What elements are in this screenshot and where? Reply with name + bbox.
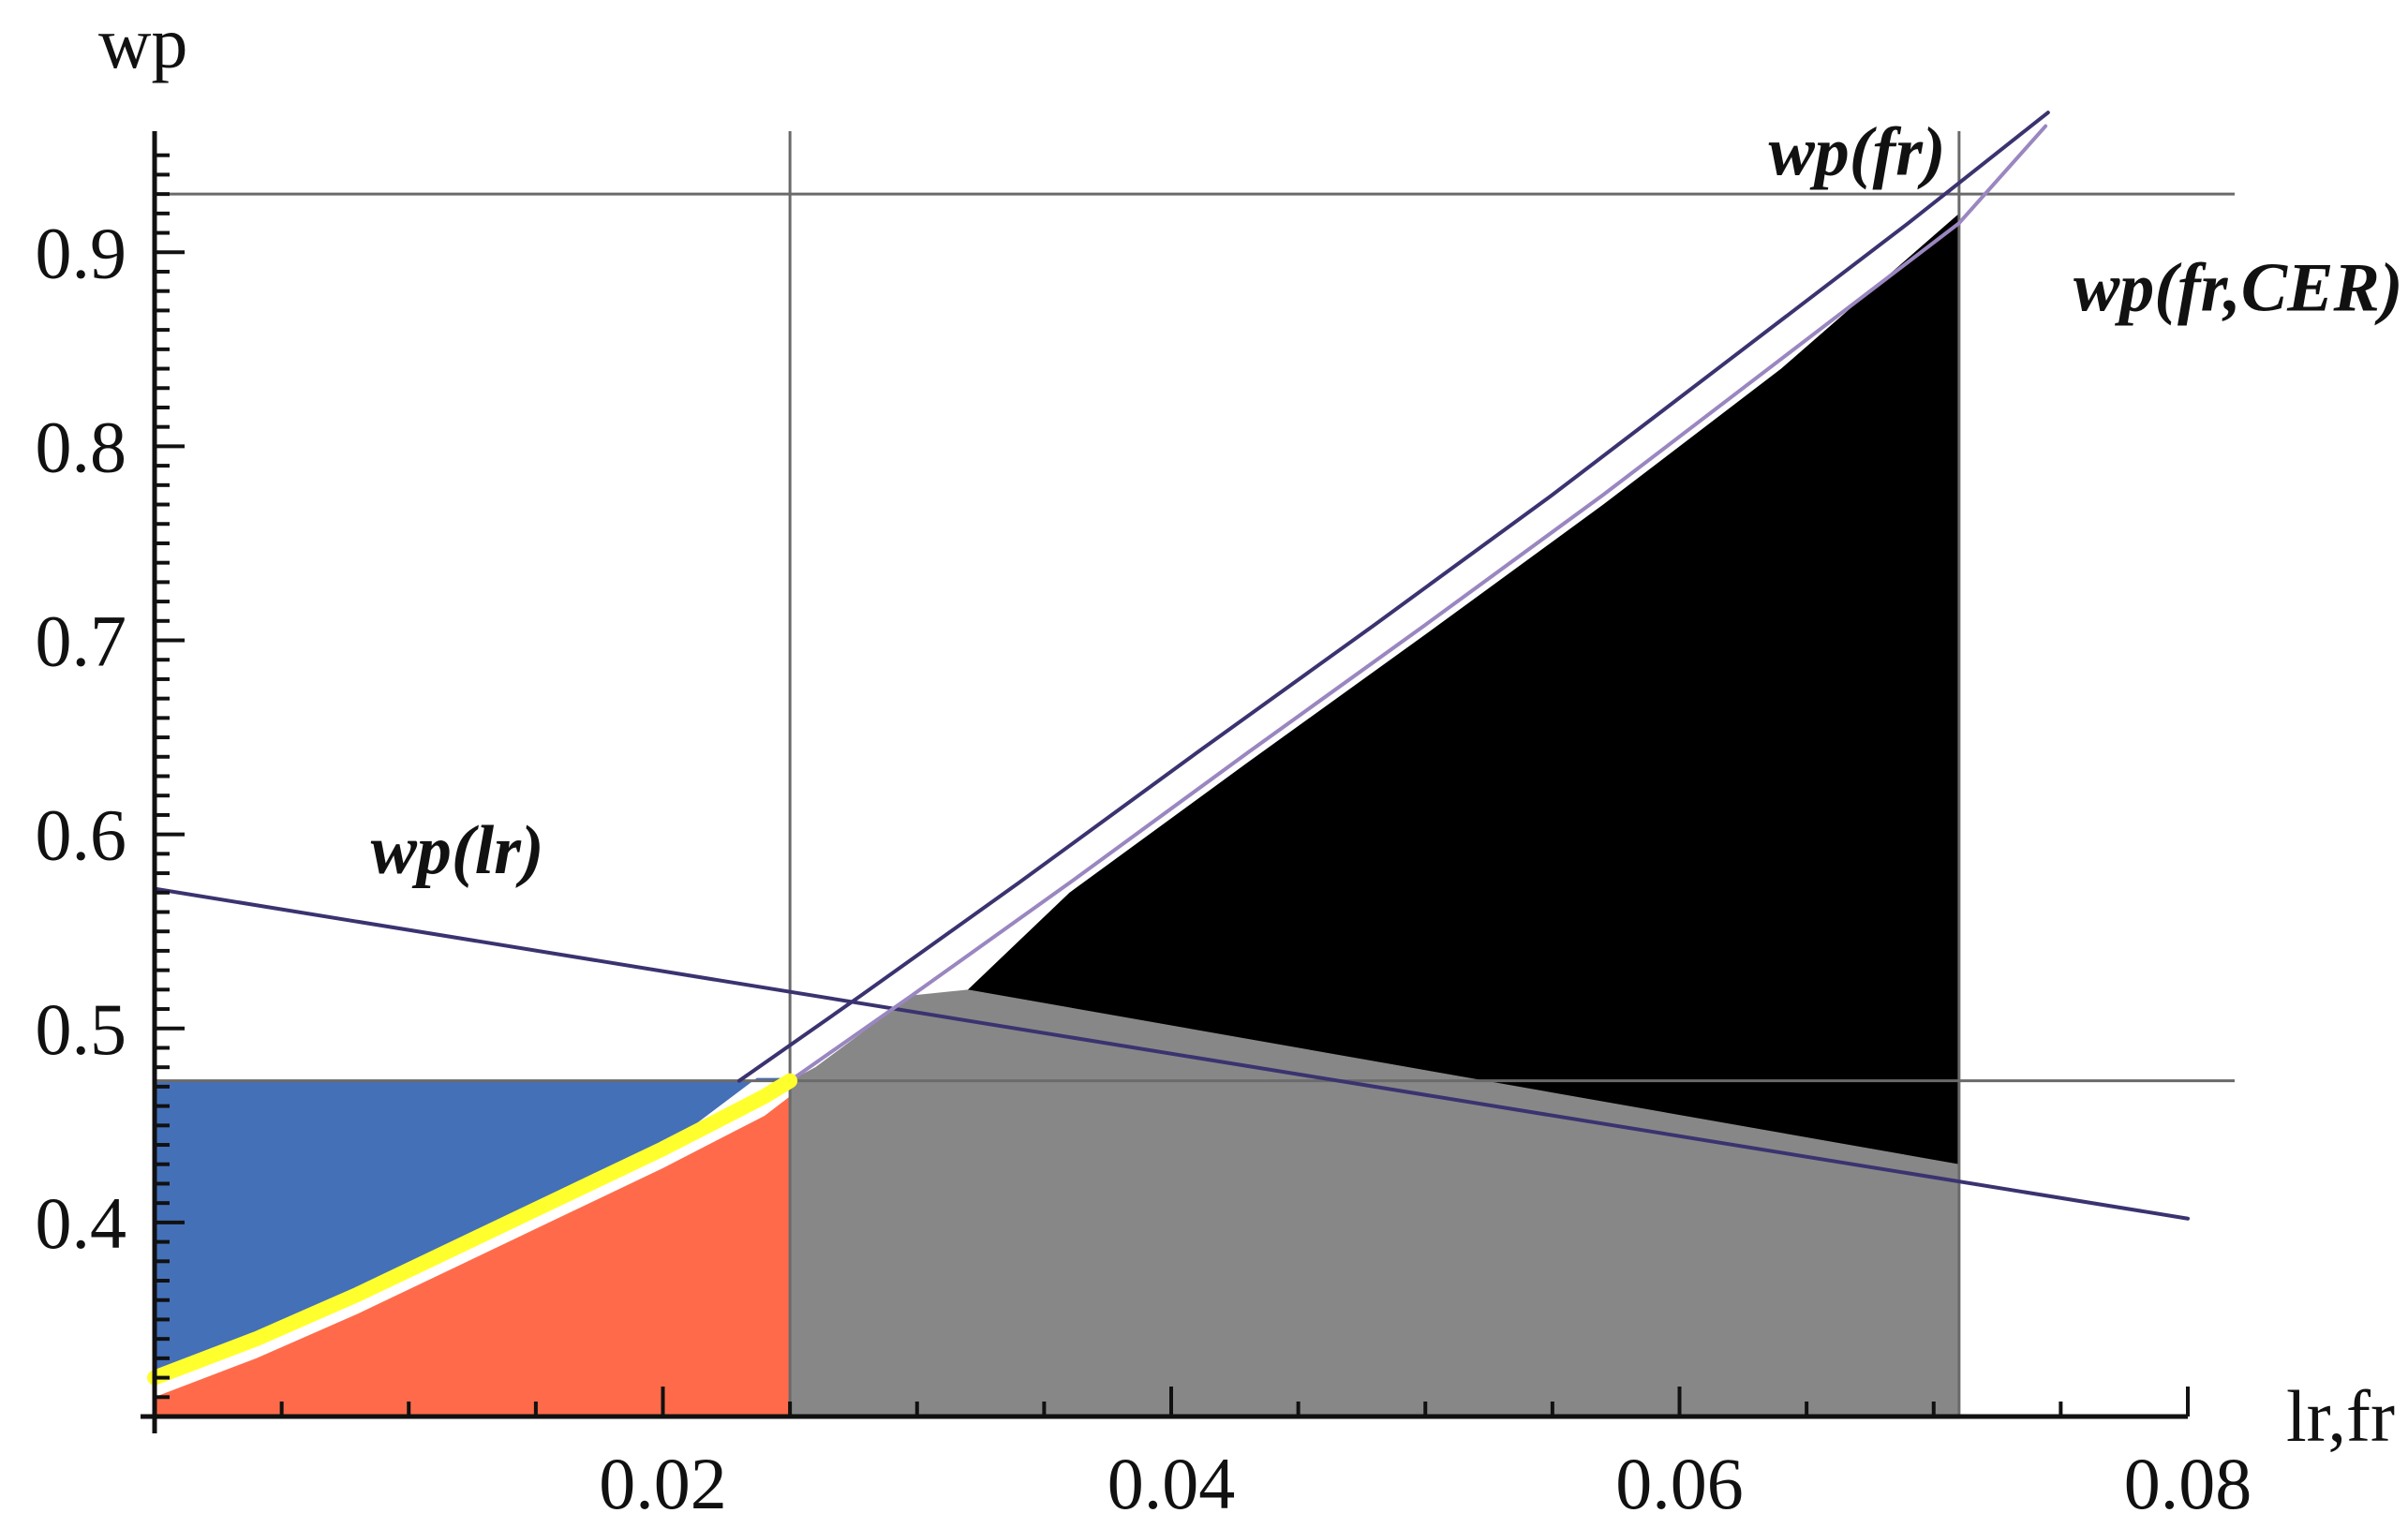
shaded-regions — [155, 213, 1959, 1417]
reference-lines — [155, 131, 2235, 1417]
x-tick-label: 0.02 — [599, 1443, 727, 1524]
curve-label: wp(lr) — [371, 812, 544, 889]
curve-wp-fr-cer — [788, 124, 2048, 1083]
ticks — [155, 153, 2190, 1417]
labels: wp lr,fr 0.02 0.04 0.06 0.08 0.4 0.5 0.6 0.7 0.8… — [36, 2, 2403, 1524]
x-tick-label: 0.06 — [1615, 1443, 1744, 1524]
y-tick-label: 0.4 — [36, 1182, 127, 1264]
region-1 — [155, 1096, 791, 1417]
x-tick-label: 0.04 — [1107, 1443, 1236, 1524]
y-tick-label: 0.8 — [36, 406, 127, 487]
curve-wp-lr — [153, 886, 2190, 1221]
y-tick-label: 0.7 — [36, 601, 127, 682]
region-2 — [790, 989, 1959, 1417]
region-3 — [968, 213, 1959, 1165]
curve-label: wp(fr,CER) — [2074, 249, 2403, 326]
x-tick-label: 0.08 — [2124, 1443, 2252, 1524]
curve-wp-fr — [736, 111, 2050, 1083]
x-axis-title: lr,fr — [2286, 1375, 2395, 1457]
y-axis-title: wp — [98, 2, 187, 83]
region-0 — [155, 1077, 791, 1378]
boundary-band — [147, 1073, 798, 1386]
y-tick-label: 0.6 — [36, 794, 127, 876]
curve-label: wp(fr) — [1768, 113, 1945, 190]
curves — [147, 111, 2190, 1386]
y-tick-label: 0.5 — [36, 988, 127, 1070]
y-tick-label: 0.9 — [36, 212, 127, 293]
